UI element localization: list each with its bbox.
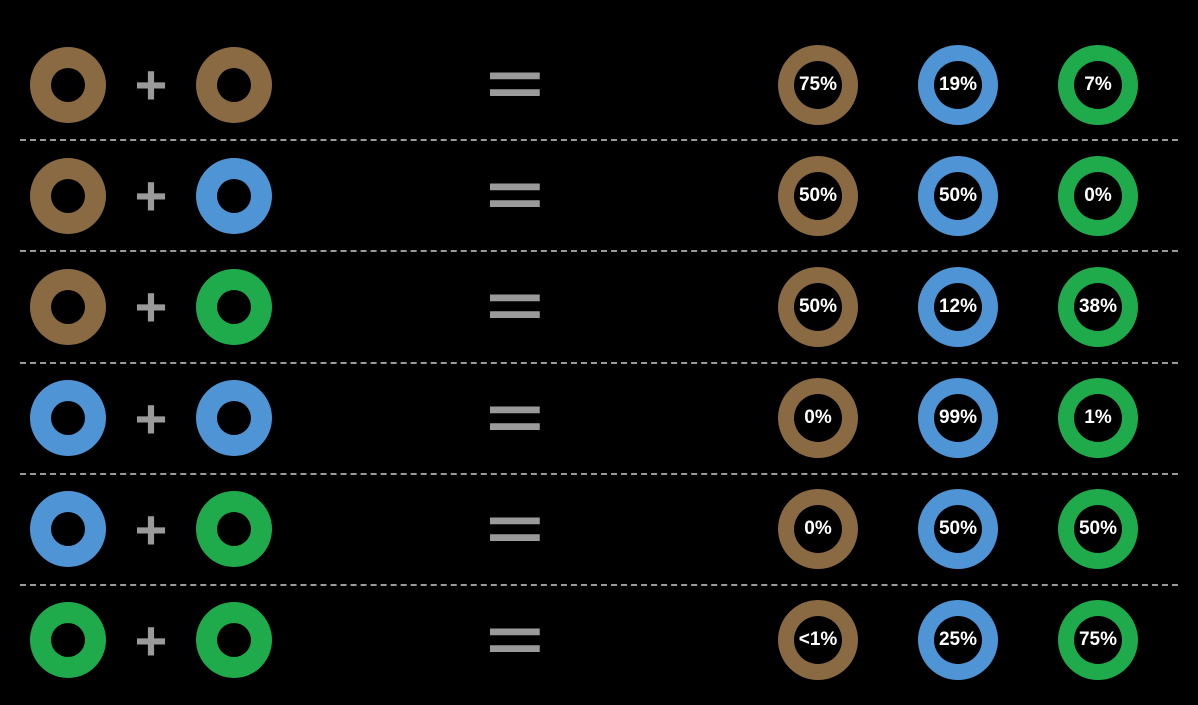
parents-group: + bbox=[30, 602, 400, 678]
plus-symbol: + bbox=[126, 163, 176, 228]
equals-wrap: = bbox=[400, 49, 620, 120]
equals-symbol: = bbox=[486, 160, 534, 231]
result-percentage: <1% bbox=[799, 629, 838, 651]
parent-eye-icon bbox=[30, 158, 106, 234]
results-group: 75% 19% 7% bbox=[778, 45, 1138, 125]
genetics-table: + = 75% 19% 7% + = 50% 50% 0% + = 50% 12% 38% + = 0% 99% 1%… bbox=[0, 0, 1198, 705]
result-percentage: 1% bbox=[1084, 407, 1111, 429]
result-eye-icon: 0% bbox=[778, 378, 858, 458]
equals-symbol: = bbox=[486, 271, 534, 342]
result-eye-icon: 7% bbox=[1058, 45, 1138, 125]
result-eye-icon: <1% bbox=[778, 600, 858, 680]
combo-row: + = 75% 19% 7% bbox=[20, 30, 1178, 141]
results-group: 0% 50% 50% bbox=[778, 489, 1138, 569]
equals-wrap: = bbox=[400, 494, 620, 565]
parent-eye-icon bbox=[196, 269, 272, 345]
result-percentage: 50% bbox=[939, 185, 977, 207]
result-percentage: 0% bbox=[804, 518, 831, 540]
plus-symbol: + bbox=[126, 52, 176, 117]
combo-row: + = 0% 99% 1% bbox=[20, 364, 1178, 475]
result-percentage: 7% bbox=[1084, 74, 1111, 96]
combo-row: + = 50% 50% 0% bbox=[20, 141, 1178, 252]
plus-symbol: + bbox=[126, 386, 176, 451]
result-percentage: 50% bbox=[799, 185, 837, 207]
result-eye-icon: 50% bbox=[918, 489, 998, 569]
result-eye-icon: 50% bbox=[778, 156, 858, 236]
result-eye-icon: 75% bbox=[1058, 600, 1138, 680]
result-eye-icon: 12% bbox=[918, 267, 998, 347]
result-eye-icon: 0% bbox=[778, 489, 858, 569]
parent-eye-icon bbox=[30, 491, 106, 567]
equals-wrap: = bbox=[400, 605, 620, 676]
results-group: 0% 99% 1% bbox=[778, 378, 1138, 458]
result-percentage: 75% bbox=[1079, 629, 1117, 651]
result-eye-icon: 50% bbox=[918, 156, 998, 236]
result-eye-icon: 75% bbox=[778, 45, 858, 125]
result-percentage: 75% bbox=[799, 74, 837, 96]
results-group: 50% 50% 0% bbox=[778, 156, 1138, 236]
equals-wrap: = bbox=[400, 271, 620, 342]
result-percentage: 0% bbox=[804, 407, 831, 429]
parents-group: + bbox=[30, 269, 400, 345]
equals-symbol: = bbox=[486, 494, 534, 565]
parent-eye-icon bbox=[30, 269, 106, 345]
parent-eye-icon bbox=[196, 602, 272, 678]
result-eye-icon: 50% bbox=[778, 267, 858, 347]
combo-row: + = <1% 25% 75% bbox=[20, 586, 1178, 695]
parents-group: + bbox=[30, 158, 400, 234]
parent-eye-icon bbox=[196, 491, 272, 567]
parents-group: + bbox=[30, 380, 400, 456]
equals-symbol: = bbox=[486, 383, 534, 454]
combo-row: + = 50% 12% 38% bbox=[20, 252, 1178, 363]
result-percentage: 25% bbox=[939, 629, 977, 651]
parent-eye-icon bbox=[196, 380, 272, 456]
results-group: <1% 25% 75% bbox=[778, 600, 1138, 680]
result-eye-icon: 25% bbox=[918, 600, 998, 680]
results-group: 50% 12% 38% bbox=[778, 267, 1138, 347]
result-eye-icon: 0% bbox=[1058, 156, 1138, 236]
parents-group: + bbox=[30, 491, 400, 567]
parent-eye-icon bbox=[30, 47, 106, 123]
result-eye-icon: 19% bbox=[918, 45, 998, 125]
result-percentage: 50% bbox=[1079, 518, 1117, 540]
result-eye-icon: 99% bbox=[918, 378, 998, 458]
plus-symbol: + bbox=[126, 608, 176, 673]
result-eye-icon: 50% bbox=[1058, 489, 1138, 569]
result-percentage: 12% bbox=[939, 296, 977, 318]
plus-symbol: + bbox=[126, 274, 176, 339]
parents-group: + bbox=[30, 47, 400, 123]
parent-eye-icon bbox=[30, 602, 106, 678]
result-eye-icon: 38% bbox=[1058, 267, 1138, 347]
equals-wrap: = bbox=[400, 383, 620, 454]
result-percentage: 50% bbox=[799, 296, 837, 318]
result-percentage: 38% bbox=[1079, 296, 1117, 318]
result-percentage: 19% bbox=[939, 74, 977, 96]
equals-symbol: = bbox=[486, 605, 534, 676]
result-percentage: 50% bbox=[939, 518, 977, 540]
equals-wrap: = bbox=[400, 160, 620, 231]
result-eye-icon: 1% bbox=[1058, 378, 1138, 458]
result-percentage: 0% bbox=[1084, 185, 1111, 207]
result-percentage: 99% bbox=[939, 407, 977, 429]
parent-eye-icon bbox=[196, 47, 272, 123]
parent-eye-icon bbox=[30, 380, 106, 456]
equals-symbol: = bbox=[486, 49, 534, 120]
combo-row: + = 0% 50% 50% bbox=[20, 475, 1178, 586]
parent-eye-icon bbox=[196, 158, 272, 234]
plus-symbol: + bbox=[126, 497, 176, 562]
